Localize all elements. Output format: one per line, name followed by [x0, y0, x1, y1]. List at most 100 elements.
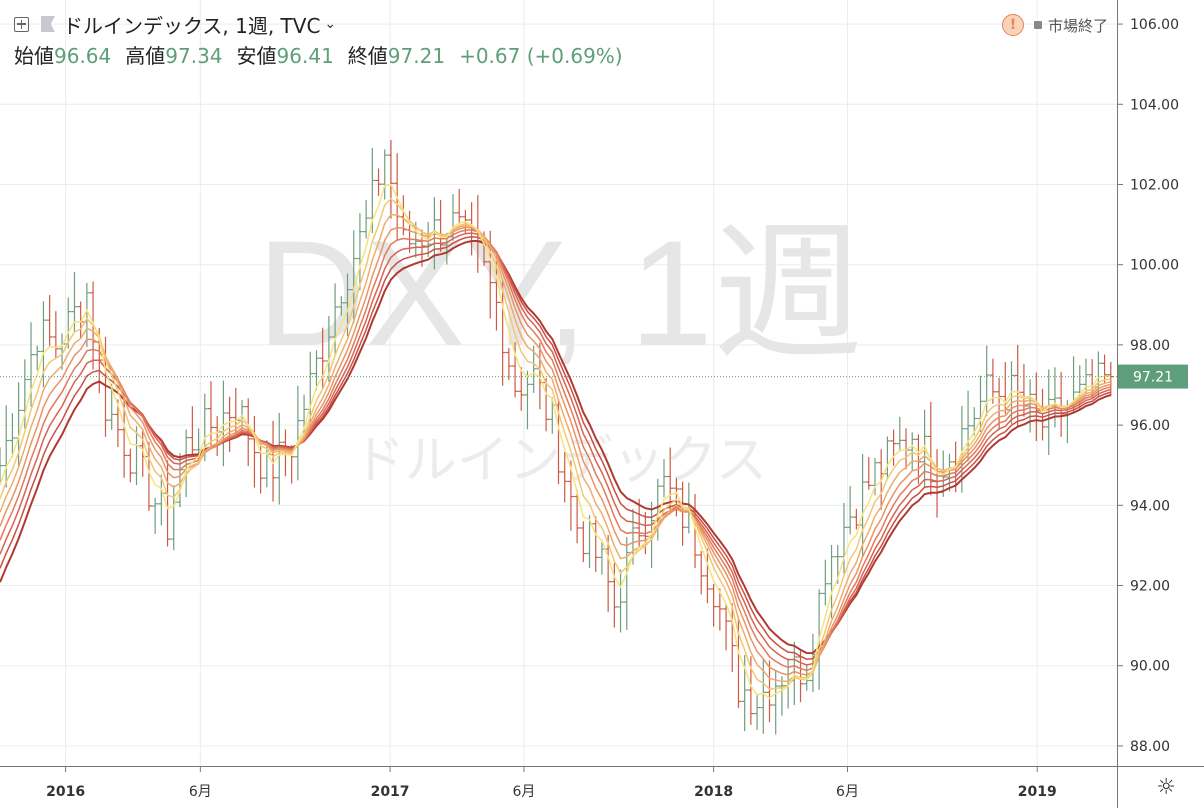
ohlc-bar [1033, 372, 1040, 442]
low-value: 96.41 [276, 44, 334, 68]
ema-line [0, 226, 1112, 676]
ohlc-bar [754, 693, 761, 730]
settings-gear-icon[interactable]: ☼ [1156, 775, 1176, 800]
flag-icon[interactable] [41, 16, 55, 32]
ohlc-bar [108, 383, 115, 430]
x-tick-label: 6月 [512, 784, 535, 800]
ohlc-bar [530, 345, 537, 393]
ohlc-bar [294, 385, 301, 481]
ohlc-bar [226, 396, 233, 452]
ema-line [0, 240, 1112, 655]
ohlc-bar [319, 327, 326, 389]
ohlc-bar [21, 359, 28, 429]
ohlc-bar [512, 342, 519, 398]
ohlc-bar [152, 497, 159, 534]
x-tick-label: 6月 [836, 784, 859, 800]
ohlc-bar [567, 460, 574, 531]
price-axis[interactable]: 88.00 90.00 92.00 94.00 96.00 98.00 100.00 102.… [1117, 17, 1179, 755]
last-price-text: 97.21 [1133, 370, 1173, 386]
ohlc-bar [698, 551, 705, 595]
ohlc-bar [704, 548, 711, 604]
y-tick-label: 92.00 [1130, 579, 1170, 595]
y-tick-label: 102.00 [1130, 177, 1179, 193]
last-price-label: 97.21 [1118, 364, 1188, 389]
ohlc-bar [381, 149, 388, 200]
ohlc-bar [46, 295, 53, 346]
ohlc-bar [896, 416, 903, 452]
ohlc-bar [778, 676, 785, 716]
ohlc-bar [456, 188, 463, 224]
legend-header: ドルインデックス, 1週, TVC ⌄ 始値 96.64 高値 97.34 安値 96… [14, 10, 637, 69]
ohlc-bar [828, 544, 835, 619]
ohlc-bar [716, 588, 723, 631]
open-label: 始値 [14, 44, 54, 68]
ohlc-bar [660, 459, 667, 498]
ohlc-bar [1051, 367, 1058, 428]
y-tick-label: 88.00 [1130, 739, 1170, 755]
ohlc-bar [965, 390, 972, 462]
y-tick-label: 94.00 [1130, 498, 1170, 514]
ohlc-bar [3, 405, 10, 488]
ema-line [0, 229, 1112, 672]
market-status: ! 市場終了 [1001, 14, 1108, 36]
open-value: 96.64 [54, 44, 112, 68]
chevron-down-icon[interactable]: ⌄ [324, 16, 337, 32]
ohlc-bar [909, 432, 916, 470]
y-tick-label: 96.00 [1130, 418, 1170, 434]
ema-line [0, 236, 1112, 660]
y-tick-label: 106.00 [1130, 17, 1179, 33]
y-tick-label: 100.00 [1130, 258, 1179, 274]
ema-ribbon [0, 183, 1112, 700]
ohlc-bar [679, 481, 686, 546]
y-tick-label: 90.00 [1130, 659, 1170, 675]
ohlc-bar [549, 397, 556, 434]
ohlc-bar [363, 199, 370, 239]
status-dot-icon [1033, 21, 1042, 29]
ohlc-bar [127, 448, 134, 483]
ohlc-bar [207, 381, 214, 448]
ohlc-bar [623, 537, 630, 630]
high-label: 高値 [125, 44, 166, 68]
ohlc-bar [847, 486, 854, 535]
ohlc-bar [313, 350, 320, 391]
ohlc-bar [338, 296, 345, 316]
ohlc-bar [276, 412, 283, 505]
ohlc-bar [1101, 354, 1108, 385]
ohlc-bar [524, 370, 531, 430]
ohlc-bar [375, 168, 382, 197]
ohlc-bar [34, 345, 41, 371]
ohlc-bar [52, 311, 59, 359]
time-axis[interactable]: 2016 6月 2017 6月 2018 6月 2019 [46, 766, 1057, 800]
ohlc-bar [251, 415, 258, 488]
ohlc-bar [611, 562, 618, 628]
ohlc-bar [9, 413, 16, 458]
ohlc-bar [0, 447, 3, 485]
ohlc-bar [387, 139, 394, 219]
ohlc-bar [723, 604, 730, 651]
ohlc-bar [518, 367, 525, 411]
ohlc-bar [983, 345, 990, 417]
ohlc-bar [710, 583, 717, 627]
ohlc-bar [1039, 388, 1046, 441]
symbol-title[interactable]: ドルインデックス, 1週, TVC [63, 13, 321, 38]
low-label: 安値 [236, 44, 277, 68]
ohlc-bar [865, 456, 872, 490]
ohlc-bar [356, 213, 363, 291]
ohlc-bar [822, 559, 829, 606]
chart-grid [0, 0, 1117, 766]
exclamation-icon[interactable]: ! [1001, 14, 1024, 36]
x-tick-label: 2018 [694, 784, 733, 800]
x-tick-label: 2017 [371, 784, 410, 800]
high-value: 97.34 [165, 44, 223, 68]
plus-square-icon[interactable] [14, 16, 29, 32]
ohlc-values: 始値 96.64 高値 97.34 安値 96.41 終値 97.21 +0.67 (+… [14, 40, 637, 69]
ohlc-bar [934, 449, 941, 518]
ohlc-bar [592, 516, 599, 572]
ohlc-bar [890, 429, 897, 466]
ohlc-bar [840, 503, 847, 574]
ohlc-bar [605, 535, 612, 612]
x-tick-label: 6月 [189, 784, 212, 800]
change-value: +0.67 (+0.69%) [459, 44, 623, 68]
ema-line [0, 197, 1111, 691]
